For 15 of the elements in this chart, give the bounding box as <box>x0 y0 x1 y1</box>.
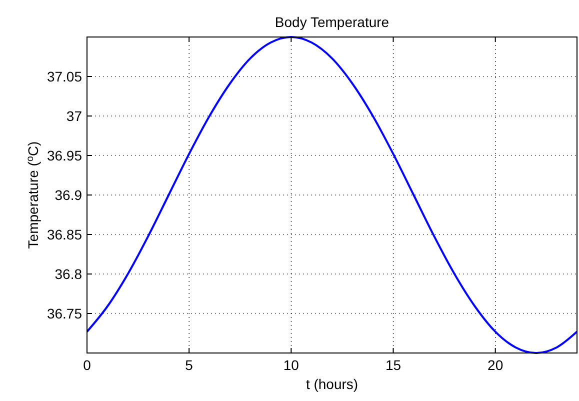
x-tick-label: 20 <box>488 357 504 373</box>
x-tick-label: 0 <box>83 357 92 373</box>
y-tick-label: 36.9 <box>54 187 82 203</box>
y-tick-label: 37 <box>66 108 82 124</box>
x-tick-label: 15 <box>385 357 402 373</box>
y-tick-label: 36.85 <box>46 226 82 242</box>
y-tick-label: 36.75 <box>46 306 82 322</box>
x-tick-label: 5 <box>185 357 194 373</box>
y-tick-label: 37.05 <box>46 68 82 84</box>
x-axis-title: t (hours) <box>306 376 358 392</box>
y-tick-label: 36.95 <box>46 148 82 164</box>
y-tick-label: 36.8 <box>54 266 82 282</box>
chart-title: Body Temperature <box>274 14 390 30</box>
x-tick-label: 10 <box>283 357 300 373</box>
line-series <box>87 36 577 354</box>
